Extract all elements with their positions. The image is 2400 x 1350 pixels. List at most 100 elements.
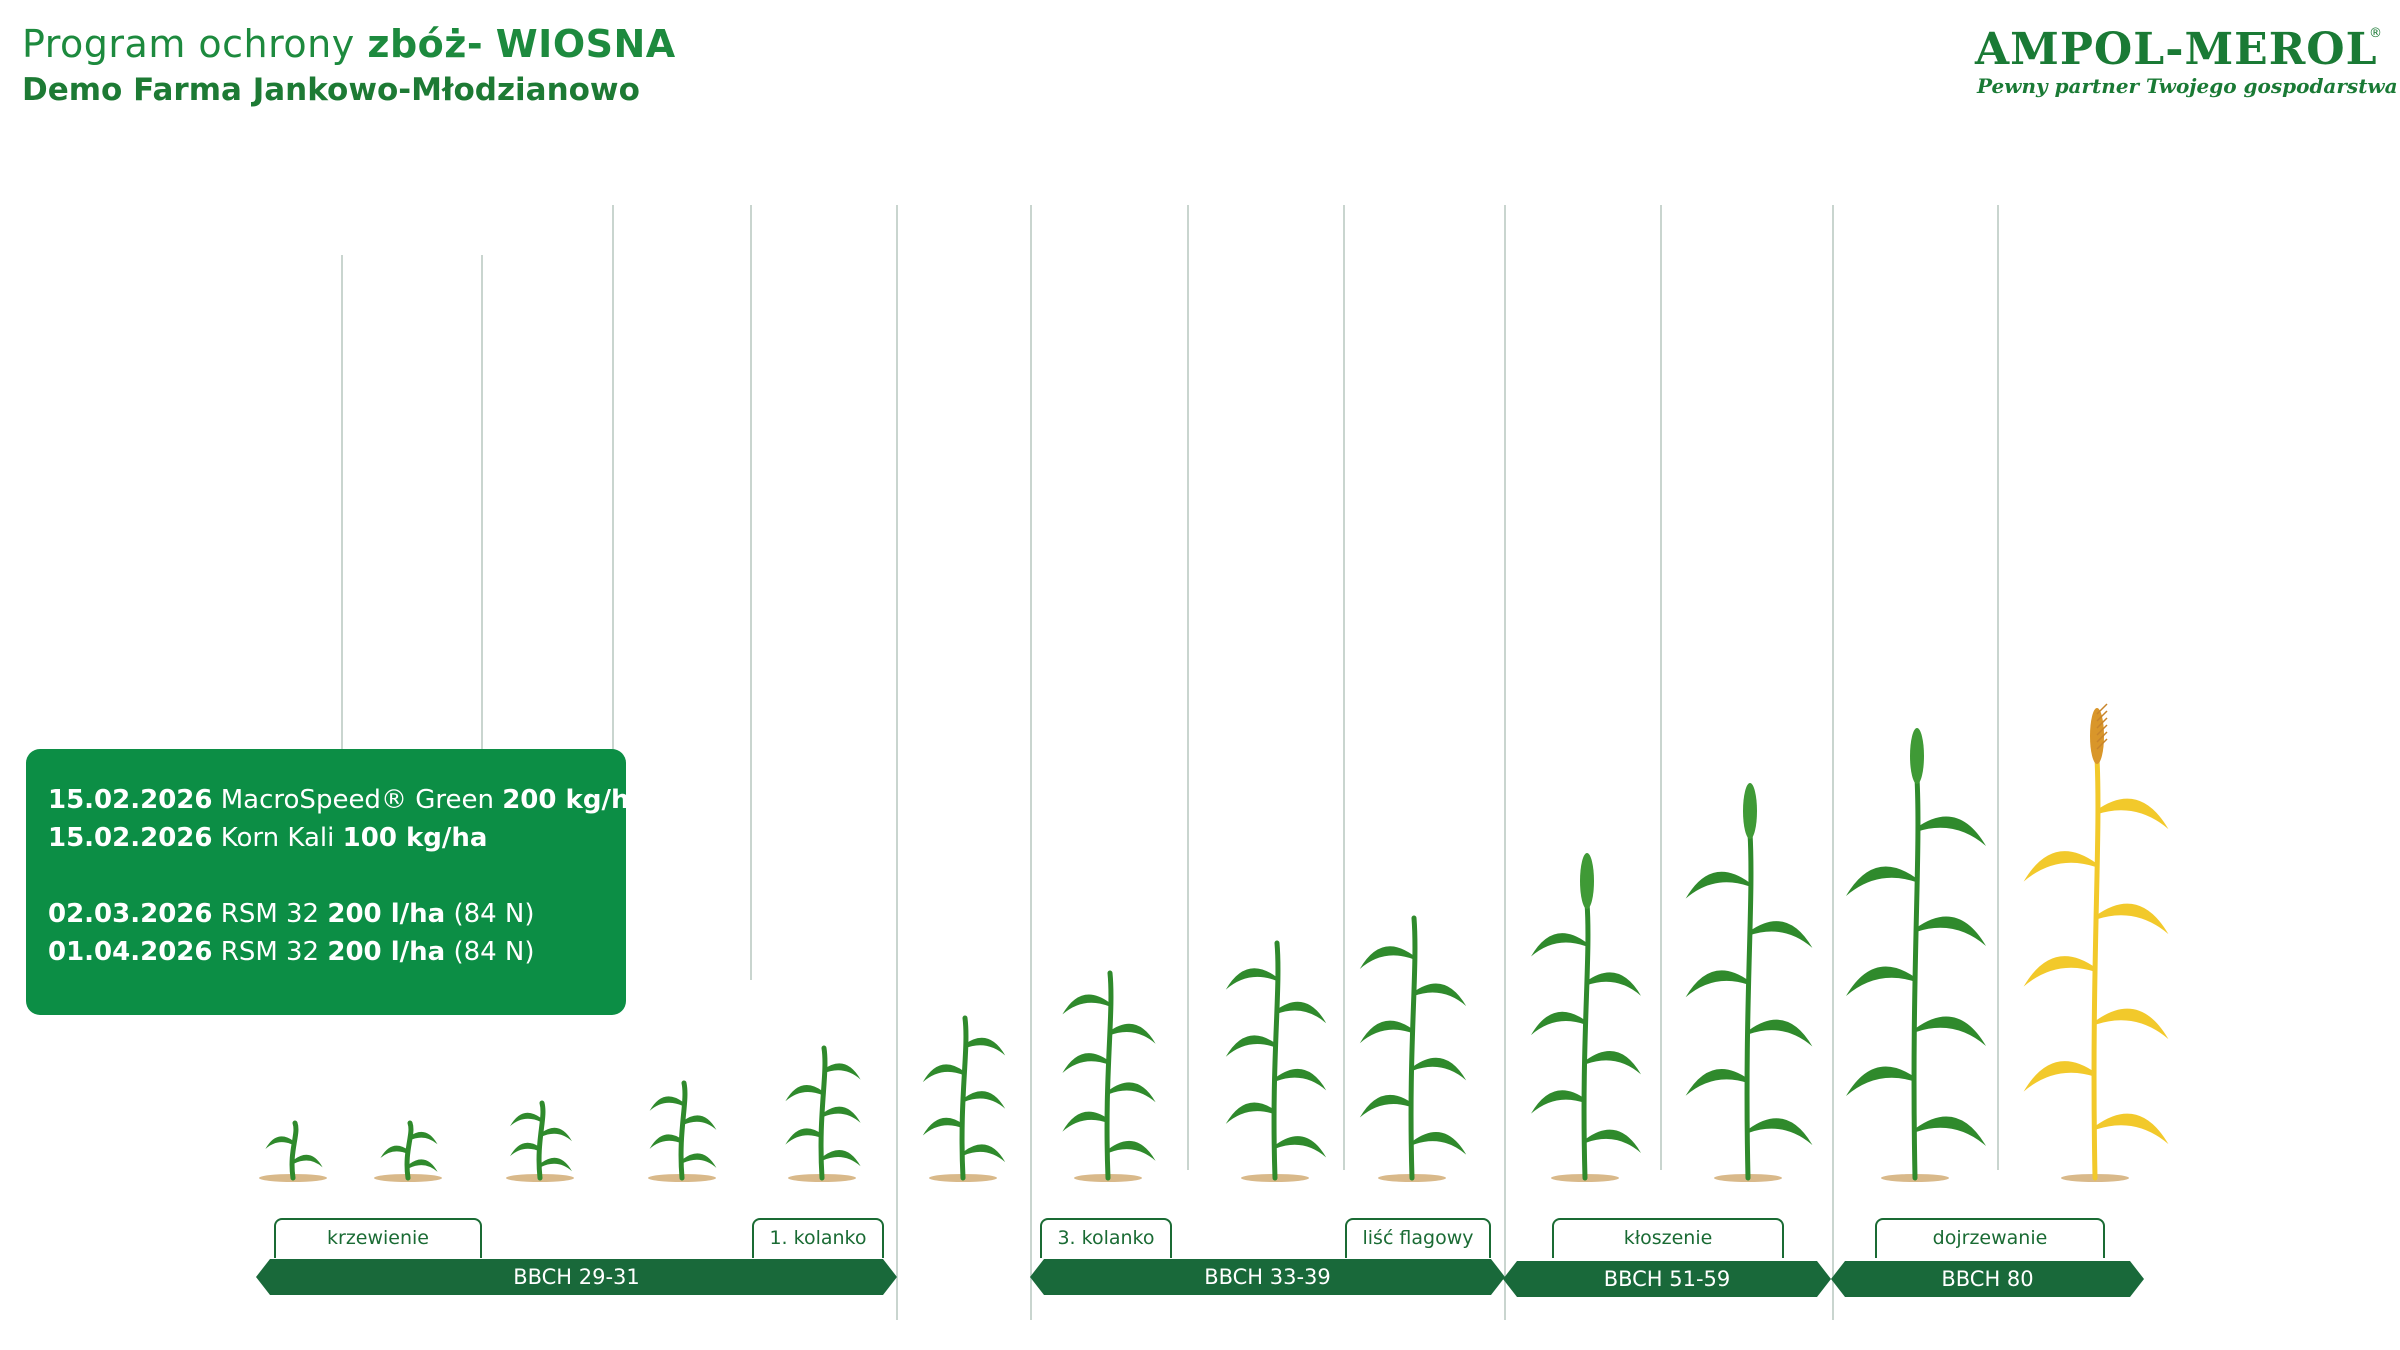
- stage-tab-1-kolanko: 1. kolanko: [752, 1218, 884, 1258]
- grid-line: [612, 205, 614, 980]
- stage-tab-kloszenie: kłoszenie: [1552, 1218, 1784, 1258]
- plant-leaf: [1359, 1020, 1413, 1044]
- plant-leaf: [1276, 1068, 1327, 1091]
- wheat-awn: [2096, 717, 2108, 729]
- treatment-product: RSM 32: [220, 937, 320, 967]
- wheat-awn: [2096, 703, 2108, 715]
- treatment-note: (84 N): [453, 937, 535, 967]
- treatment-dose: 100 kg/ha: [342, 823, 488, 853]
- plant-leaf: [1749, 921, 1813, 948]
- plant-leaf: [922, 1117, 964, 1136]
- treatment-note: (84 N): [453, 899, 535, 929]
- plant-stem: [818, 1045, 828, 1181]
- plant-leaf: [2023, 956, 2096, 987]
- plant-leaf: [1531, 1090, 1586, 1114]
- treatment-line: 15.02.2026 MacroSpeed® Green 200 kg/ha: [48, 785, 647, 815]
- grid-line: [1504, 205, 1506, 1320]
- plant-leaf: [1916, 1116, 1986, 1146]
- plant-leaf: [1846, 866, 1916, 896]
- plant-leaf: [1846, 966, 1916, 996]
- treatment-box: 15.02.2026 MacroSpeed® Green 200 kg/ha 1…: [26, 749, 647, 1015]
- treatment-date: 01.04.2026: [48, 937, 213, 967]
- page-title: Program ochrony zbóż- WIOSNA: [22, 22, 676, 66]
- plant-leaf: [823, 1063, 861, 1080]
- plant-leaf: [2023, 1061, 2096, 1092]
- plant-stem: [1104, 970, 1114, 1181]
- plant-leaf: [1062, 1111, 1109, 1132]
- plant-leaf: [1225, 1102, 1276, 1124]
- wheat-ear: [1743, 783, 1757, 839]
- plant-leaf: [1413, 1057, 1467, 1081]
- plant-leaf: [1109, 1023, 1156, 1044]
- plant-leaf: [2096, 903, 2169, 935]
- stage-tab-3-kolanko: 3. kolanko: [1040, 1218, 1172, 1258]
- plant-leaf: [683, 1115, 717, 1130]
- plant-leaf: [541, 1127, 572, 1142]
- title-bold-1: zbóż-: [367, 22, 484, 66]
- treatment-product: MacroSpeed® Green: [220, 785, 494, 815]
- plant-leaf: [1685, 970, 1749, 998]
- plant-leaf: [1531, 933, 1586, 957]
- grid-line: [341, 255, 343, 930]
- plant-stem: [1271, 940, 1281, 1181]
- treatment-product: Korn Kali: [220, 823, 335, 853]
- plant-leaf: [1916, 916, 1986, 946]
- bbch-bar-51-59: BBCH 51-59: [1503, 1261, 1831, 1297]
- plant-leaf: [1225, 1035, 1276, 1057]
- plant-leaf: [1916, 1016, 1986, 1046]
- plant-leaf: [1531, 1011, 1586, 1036]
- plant-leaf: [964, 1091, 1006, 1109]
- plant-leaf: [2096, 798, 2169, 830]
- plant-leaf: [1062, 994, 1109, 1015]
- logo-tagline: Pewny partner Twojego gospodarstwa: [1977, 74, 2398, 98]
- plant-leaf: [1109, 1140, 1156, 1161]
- plant-stem: [2091, 755, 2101, 1181]
- plant-leaf: [409, 1131, 438, 1145]
- bbch-bar-29-31: BBCH 29-31: [256, 1259, 897, 1295]
- wheat-ear: [1580, 853, 1594, 909]
- plant-leaf: [1276, 1136, 1327, 1158]
- plant-leaf: [1359, 946, 1413, 969]
- plant-leaf: [1586, 972, 1641, 996]
- treatment-line: 02.03.2026 RSM 32 200 l/ha (84 N): [48, 899, 535, 929]
- treatment-date: 02.03.2026: [48, 899, 213, 929]
- plant-leaf: [1276, 1001, 1327, 1024]
- plant-leaf: [922, 1064, 964, 1083]
- wheat-awn: [2096, 710, 2108, 722]
- plant-leaf: [1359, 1094, 1413, 1118]
- plant-leaf: [649, 1096, 683, 1111]
- plant-leaf: [541, 1157, 572, 1172]
- grid-line: [1832, 205, 1834, 1320]
- plant-leaf: [1413, 1132, 1467, 1155]
- plant-leaf: [823, 1106, 861, 1123]
- plant-leaf: [2023, 851, 2096, 882]
- plant-leaf: [510, 1112, 541, 1127]
- grid-line: [481, 255, 483, 930]
- brand-logo: AMPOL-MEROL ® Pewny partner Twojego gosp…: [1975, 24, 2398, 104]
- wheat-awn: [2096, 724, 2108, 736]
- treatment-dose: 200 kg/ha: [502, 785, 647, 815]
- grid-line: [750, 205, 752, 980]
- plant-leaf: [785, 1084, 823, 1102]
- logo-name: AMPOL-MEROL: [1975, 24, 2378, 75]
- title-bold-2: WIOSNA: [495, 22, 676, 66]
- stage-tab-dojrzewanie: dojrzewanie: [1875, 1218, 2105, 1258]
- plant-leaf: [1685, 1068, 1749, 1096]
- treatment-line: 01.04.2026 RSM 32 200 l/ha (84 N): [48, 937, 535, 967]
- treatment-dose: 200 l/ha: [327, 937, 446, 967]
- grid-line: [1997, 205, 1999, 1170]
- plant-leaf: [1916, 816, 1986, 846]
- plant-leaf: [1586, 1129, 1641, 1153]
- plant-stem: [1581, 900, 1591, 1181]
- stage-tab-lisc-flagowy: liść flagowy: [1345, 1218, 1491, 1258]
- treatment-date: 15.02.2026: [48, 823, 213, 853]
- plant-leaf: [1062, 1053, 1109, 1074]
- bbch-bar-80: BBCH 80: [1831, 1261, 2144, 1297]
- plant-stem: [404, 1120, 414, 1181]
- plant-leaf: [649, 1134, 683, 1149]
- plant-leaf: [294, 1154, 323, 1168]
- plant-leaf: [1586, 1051, 1641, 1075]
- treatment-line: 15.02.2026 Korn Kali 100 kg/ha: [48, 823, 487, 853]
- grid-line: [1030, 205, 1032, 1320]
- plant-leaf: [964, 1037, 1006, 1056]
